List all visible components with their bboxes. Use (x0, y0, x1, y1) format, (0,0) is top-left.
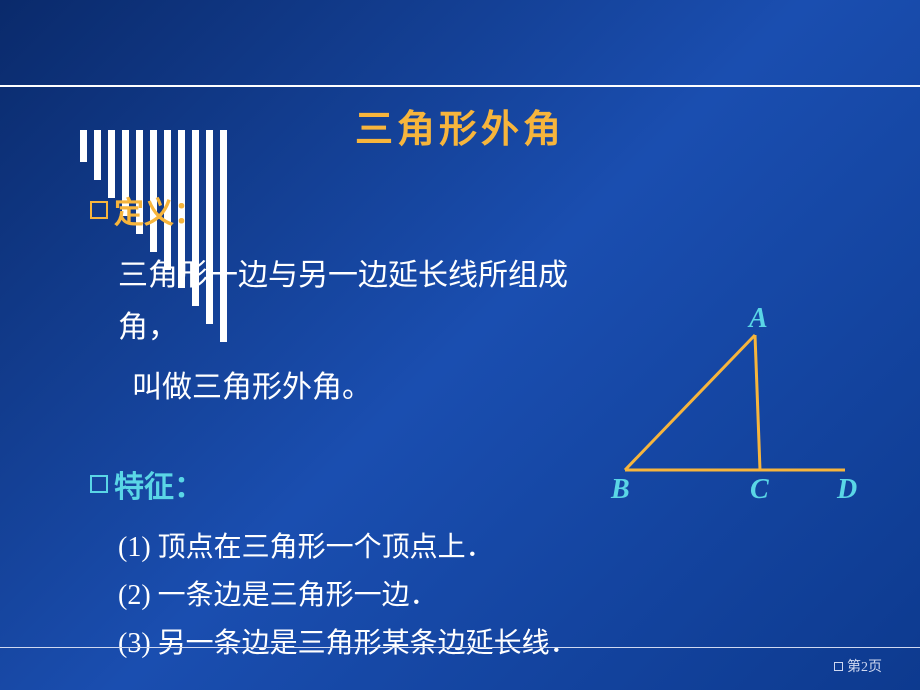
definition-label: 定义： (114, 188, 204, 232)
page-number: 第2页 (847, 656, 882, 676)
content-area: 定义： 三角形一边与另一边延长线所组成角， 叫做三角形外角。 特征： (1) 顶… (90, 188, 610, 668)
point-label-A: A (749, 303, 768, 335)
footer-bullet-icon (834, 662, 843, 671)
triangle-diagram: A B C D (605, 330, 865, 510)
feature-item: (1) 顶点在三角形一个顶点上． (118, 524, 610, 572)
line-AB (625, 335, 755, 470)
definition-line2: 叫做三角形外角。 (132, 362, 610, 414)
divider-bottom (0, 647, 920, 648)
bullet-square-icon (90, 201, 108, 219)
point-label-D: D (837, 474, 857, 506)
features-label: 特征： (114, 462, 204, 506)
definition-line1: 三角形一边与另一边延长线所组成角， (118, 250, 610, 354)
divider-top (0, 85, 920, 87)
feature-item: (2) 一条边是三角形一边． (118, 572, 610, 620)
definition-label-row: 定义： (90, 188, 610, 232)
feature-item: (3) 另一条边是三角形某条边延长线． (118, 620, 610, 668)
bullet-square-icon (90, 475, 108, 493)
features-label-row: 特征： (90, 462, 610, 506)
line-AC (755, 335, 760, 470)
triangle-svg (605, 330, 865, 510)
point-label-C: C (750, 474, 769, 506)
page-footer: 第2页 (834, 656, 882, 676)
point-label-B: B (611, 474, 630, 506)
